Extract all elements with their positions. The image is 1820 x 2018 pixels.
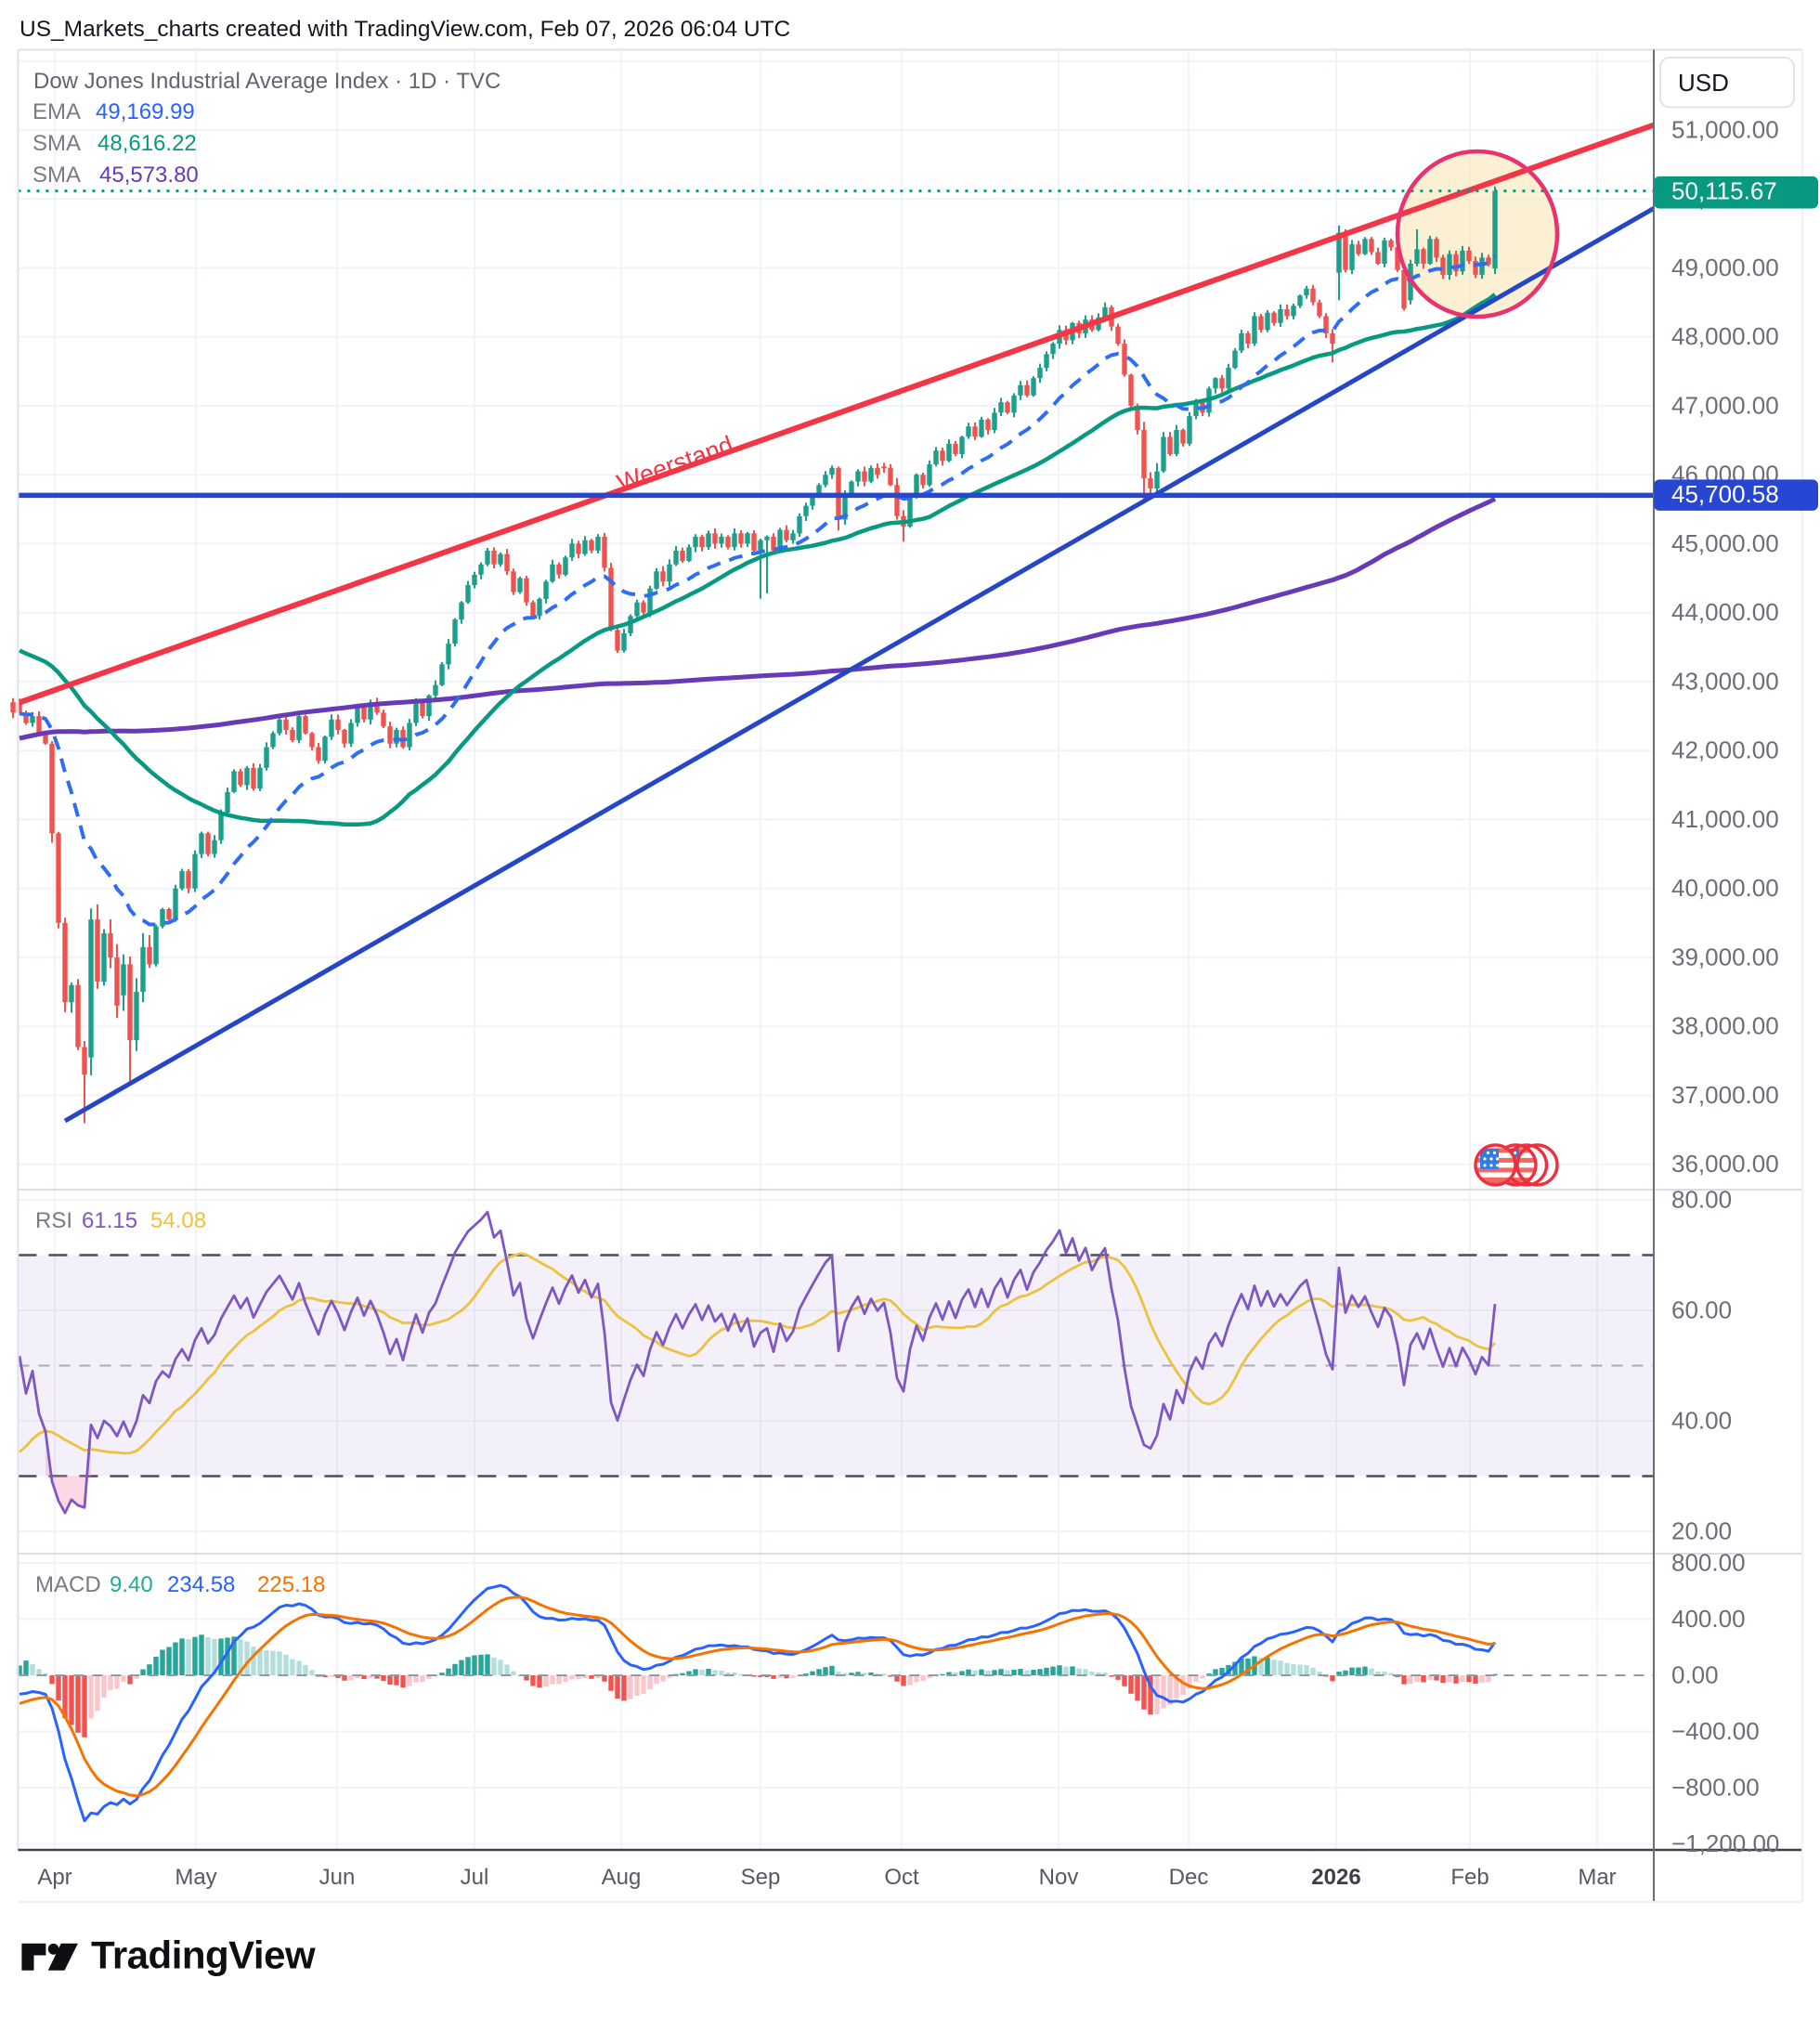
svg-text:49,169.99: 49,169.99 bbox=[96, 99, 195, 124]
svg-text:400.00: 400.00 bbox=[1671, 1605, 1746, 1633]
svg-text:234.58: 234.58 bbox=[167, 1572, 235, 1597]
svg-text:−1,200.00: −1,200.00 bbox=[1671, 1829, 1779, 1857]
svg-text:60.00: 60.00 bbox=[1671, 1296, 1732, 1324]
svg-text:45,700.58: 45,700.58 bbox=[1671, 480, 1779, 508]
svg-text:37,000.00: 37,000.00 bbox=[1671, 1081, 1779, 1109]
svg-text:42,000.00: 42,000.00 bbox=[1671, 736, 1779, 764]
svg-text:SMA: SMA bbox=[32, 131, 81, 156]
svg-text:36,000.00: 36,000.00 bbox=[1671, 1150, 1779, 1178]
svg-text:Dec: Dec bbox=[1169, 1865, 1209, 1890]
svg-text:Feb: Feb bbox=[1450, 1865, 1488, 1890]
svg-text:48,000.00: 48,000.00 bbox=[1671, 322, 1779, 350]
svg-text:−800.00: −800.00 bbox=[1671, 1774, 1760, 1802]
svg-text:MACD: MACD bbox=[35, 1572, 101, 1597]
svg-text:Nov: Nov bbox=[1039, 1865, 1079, 1890]
svg-text:20.00: 20.00 bbox=[1671, 1517, 1732, 1545]
svg-text:43,000.00: 43,000.00 bbox=[1671, 667, 1779, 695]
svg-text:US_Markets_charts created with: US_Markets_charts created with TradingVi… bbox=[20, 17, 790, 42]
svg-text:USD: USD bbox=[1678, 69, 1729, 97]
svg-text:48,616.22: 48,616.22 bbox=[98, 131, 197, 156]
svg-text:TradingView: TradingView bbox=[91, 1933, 316, 1977]
svg-text:Aug: Aug bbox=[602, 1865, 642, 1890]
svg-text:50,115.67: 50,115.67 bbox=[1671, 177, 1777, 205]
svg-text:38,000.00: 38,000.00 bbox=[1671, 1012, 1779, 1040]
svg-text:EMA: EMA bbox=[32, 99, 81, 124]
svg-text:Oct: Oct bbox=[884, 1865, 919, 1890]
svg-text:RSI: RSI bbox=[35, 1208, 72, 1233]
svg-text:Sep: Sep bbox=[741, 1865, 781, 1890]
svg-text:Dow Jones Industrial Average I: Dow Jones Industrial Average Index · 1D … bbox=[33, 69, 500, 94]
svg-text:39,000.00: 39,000.00 bbox=[1671, 943, 1779, 970]
svg-text:54.08: 54.08 bbox=[150, 1208, 206, 1233]
svg-text:40.00: 40.00 bbox=[1671, 1407, 1732, 1435]
svg-text:0.00: 0.00 bbox=[1671, 1661, 1719, 1689]
svg-text:May: May bbox=[175, 1865, 216, 1890]
svg-text:Mar: Mar bbox=[1578, 1865, 1616, 1890]
svg-text:80.00: 80.00 bbox=[1671, 1186, 1732, 1214]
svg-text:9.40: 9.40 bbox=[110, 1572, 153, 1597]
svg-text:−400.00: −400.00 bbox=[1671, 1717, 1760, 1745]
svg-text:2026: 2026 bbox=[1311, 1865, 1360, 1890]
svg-text:Jul: Jul bbox=[461, 1865, 489, 1890]
svg-text:41,000.00: 41,000.00 bbox=[1671, 805, 1779, 833]
svg-text:45,573.80: 45,573.80 bbox=[99, 163, 199, 188]
svg-text:47,000.00: 47,000.00 bbox=[1671, 391, 1779, 419]
svg-text:44,000.00: 44,000.00 bbox=[1671, 598, 1779, 626]
svg-text:225.18: 225.18 bbox=[257, 1572, 325, 1597]
svg-text:Jun: Jun bbox=[319, 1865, 356, 1890]
svg-text:40,000.00: 40,000.00 bbox=[1671, 874, 1779, 902]
svg-text:SMA: SMA bbox=[32, 163, 81, 188]
svg-text:800.00: 800.00 bbox=[1671, 1549, 1746, 1577]
svg-text:49,000.00: 49,000.00 bbox=[1671, 254, 1779, 281]
svg-text:51,000.00: 51,000.00 bbox=[1671, 115, 1779, 143]
svg-text:45,000.00: 45,000.00 bbox=[1671, 529, 1779, 557]
svg-text:61.15: 61.15 bbox=[82, 1208, 137, 1233]
svg-text:Apr: Apr bbox=[37, 1865, 72, 1890]
